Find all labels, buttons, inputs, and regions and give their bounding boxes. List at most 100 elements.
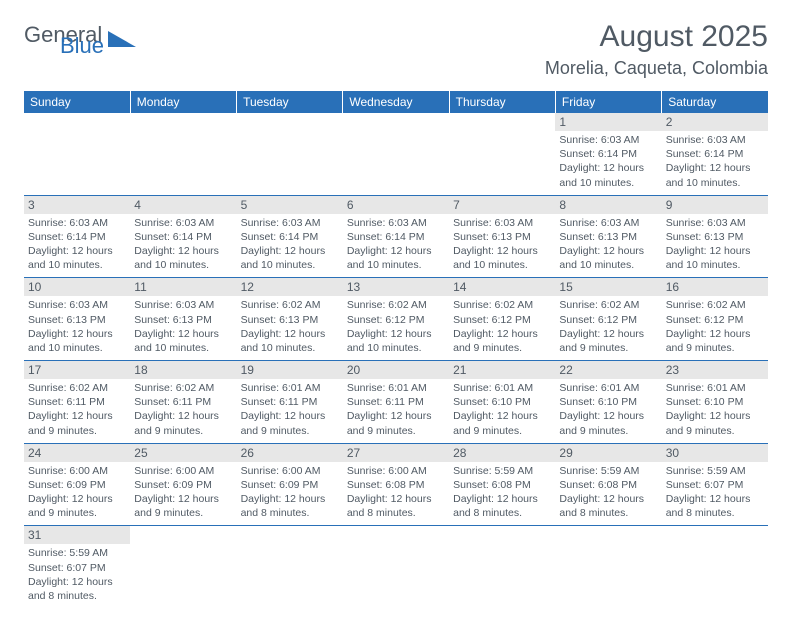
day-detail: Sunrise: 5:59 AMSunset: 6:08 PMDaylight:… (453, 464, 551, 521)
title-block: August 2025 Morelia, Caqueta, Colombia (545, 20, 768, 79)
calendar-cell: 29Sunrise: 5:59 AMSunset: 6:08 PMDayligh… (555, 443, 661, 526)
day-number: 15 (555, 278, 661, 296)
calendar-cell (449, 526, 555, 608)
day-number: 24 (24, 444, 130, 462)
calendar-cell: 27 Sunrise: 6:00 AMSunset: 6:08 PMDayligh… (343, 443, 449, 526)
day-detail: Sunrise: 6:01 AMSunset: 6:11 PMDaylight:… (347, 381, 445, 438)
day-detail: Sunrise: 6:03 AMSunset: 6:14 PMDaylight:… (134, 216, 232, 273)
calendar-cell: 16 Sunrise: 6:02 AMSunset: 6:12 PMDayligh… (662, 278, 768, 361)
calendar-row: 3Sunrise: 6:03 AMSunset: 6:14 PMDaylight… (24, 195, 768, 278)
day-detail: Sunrise: 6:01 AMSunset: 6:11 PMDaylight:… (241, 381, 339, 438)
calendar-cell: 17 Sunrise: 6:02 AMSunset: 6:11 PMDayligh… (24, 361, 130, 444)
day-number: 11 (130, 278, 236, 296)
calendar-cell: 10Sunrise: 6:03 AMSunset: 6:13 PMDayligh… (24, 278, 130, 361)
calendar-cell: 6 Sunrise: 6:03 AMSunset: 6:14 PMDaylight… (343, 195, 449, 278)
day-detail: Sunrise: 6:00 AMSunset: 6:08 PMDaylight:… (347, 464, 445, 521)
day-detail: Sunrise: 5:59 AMSunset: 6:07 PMDaylight:… (28, 546, 126, 603)
day-number: 10 (24, 278, 130, 296)
day-number: 3 (24, 196, 130, 214)
calendar-cell: 9 Sunrise: 6:03 AMSunset: 6:13 PMDaylight… (662, 195, 768, 278)
calendar-cell (130, 113, 236, 195)
calendar-row: 10Sunrise: 6:03 AMSunset: 6:13 PMDayligh… (24, 278, 768, 361)
calendar-cell: 8Sunrise: 6:03 AMSunset: 6:13 PMDaylight… (555, 195, 661, 278)
day-detail: Sunrise: 6:00 AMSunset: 6:09 PMDaylight:… (28, 464, 126, 521)
calendar-cell (237, 526, 343, 608)
calendar-cell: 15 Sunrise: 6:02 AMSunset: 6:12 PMDayligh… (555, 278, 661, 361)
day-detail: Sunrise: 6:00 AMSunset: 6:09 PMDaylight:… (241, 464, 339, 521)
day-number: 12 (237, 278, 343, 296)
day-detail: Sunrise: 6:03 AMSunset: 6:13 PMDaylight:… (134, 298, 232, 355)
day-number: 14 (449, 278, 555, 296)
calendar-cell: 23 Sunrise: 6:01 AMSunset: 6:10 PMDayligh… (662, 361, 768, 444)
day-detail: Sunrise: 6:00 AMSunset: 6:09 PMDaylight:… (134, 464, 232, 521)
calendar-cell: 31Sunrise: 5:59 AMSunset: 6:07 PMDayligh… (24, 526, 130, 608)
calendar-cell: 2Sunrise: 6:03 AMSunset: 6:14 PMDaylight… (662, 113, 768, 195)
day-number: 20 (343, 361, 449, 379)
day-detail: Sunrise: 6:02 AMSunset: 6:13 PMDaylight:… (241, 298, 339, 355)
calendar-cell (662, 526, 768, 608)
day-number: 30 (662, 444, 768, 462)
day-number: 18 (130, 361, 236, 379)
day-number: 1 (555, 113, 661, 131)
calendar-cell: 26 Sunrise: 6:00 AMSunset: 6:09 PMDayligh… (237, 443, 343, 526)
calendar-cell: 19 Sunrise: 6:01 AMSunset: 6:11 PMDayligh… (237, 361, 343, 444)
day-number: 27 (343, 444, 449, 462)
calendar-cell: 3Sunrise: 6:03 AMSunset: 6:14 PMDaylight… (24, 195, 130, 278)
calendar-table: SundayMondayTuesdayWednesdayThursdayFrid… (24, 91, 768, 608)
calendar-cell: 22 Sunrise: 6:01 AMSunset: 6:10 PMDayligh… (555, 361, 661, 444)
day-detail: Sunrise: 6:02 AMSunset: 6:12 PMDaylight:… (559, 298, 657, 355)
day-number: 16 (662, 278, 768, 296)
weekday-header: Wednesday (343, 91, 449, 113)
calendar-cell: 13Sunrise: 6:02 AMSunset: 6:12 PMDayligh… (343, 278, 449, 361)
day-detail: Sunrise: 6:01 AMSunset: 6:10 PMDaylight:… (666, 381, 764, 438)
calendar-cell: 1Sunrise: 6:03 AMSunset: 6:14 PMDaylight… (555, 113, 661, 195)
calendar-cell: 4 Sunrise: 6:03 AMSunset: 6:14 PMDaylight… (130, 195, 236, 278)
calendar-row: 17 Sunrise: 6:02 AMSunset: 6:11 PMDayligh… (24, 361, 768, 444)
location: Morelia, Caqueta, Colombia (545, 58, 768, 79)
calendar-cell: 28Sunrise: 5:59 AMSunset: 6:08 PMDayligh… (449, 443, 555, 526)
day-number: 29 (555, 444, 661, 462)
weekday-header: Sunday (24, 91, 130, 113)
calendar-cell (237, 113, 343, 195)
calendar-page: General Blue August 2025 Morelia, Caquet… (0, 0, 792, 628)
calendar-row: 24Sunrise: 6:00 AMSunset: 6:09 PMDayligh… (24, 443, 768, 526)
calendar-cell: 18Sunrise: 6:02 AMSunset: 6:11 PMDayligh… (130, 361, 236, 444)
day-number: 25 (130, 444, 236, 462)
calendar-body: 1 Sunrise: 6:03 AMSunset: 6:14 PMDaylight… (24, 113, 768, 608)
calendar-cell: 5Sunrise: 6:03 AMSunset: 6:14 PMDaylight… (237, 195, 343, 278)
calendar-cell: 25 Sunrise: 6:00 AMSunset: 6:09 PMDayligh… (130, 443, 236, 526)
day-number: 23 (662, 361, 768, 379)
day-number: 9 (662, 196, 768, 214)
day-number: 2 (662, 113, 768, 131)
day-number: 4 (130, 196, 236, 214)
calendar-cell: 21Sunrise: 6:01 AMSunset: 6:10 PMDayligh… (449, 361, 555, 444)
month-title: August 2025 (545, 20, 768, 54)
calendar-cell: 12 Sunrise: 6:02 AMSunset: 6:13 PMDayligh… (237, 278, 343, 361)
day-detail: Sunrise: 6:02 AMSunset: 6:11 PMDaylight:… (28, 381, 126, 438)
day-number: 17 (24, 361, 130, 379)
weekday-header: Thursday (449, 91, 555, 113)
weekday-header: Monday (130, 91, 236, 113)
logo: General Blue (24, 26, 138, 55)
calendar-cell (449, 113, 555, 195)
day-number: 22 (555, 361, 661, 379)
weekday-header: Saturday (662, 91, 768, 113)
calendar-cell: 14 Sunrise: 6:02 AMSunset: 6:12 PMDayligh… (449, 278, 555, 361)
day-detail: Sunrise: 6:03 AMSunset: 6:14 PMDaylight:… (347, 216, 445, 273)
day-detail: Sunrise: 6:02 AMSunset: 6:12 PMDaylight:… (666, 298, 764, 355)
day-detail: Sunrise: 5:59 AMSunset: 6:07 PMDaylight:… (666, 464, 764, 521)
day-detail: Sunrise: 6:02 AMSunset: 6:12 PMDaylight:… (453, 298, 551, 355)
flag-icon (108, 29, 138, 54)
day-number: 26 (237, 444, 343, 462)
calendar-cell: 20 Sunrise: 6:01 AMSunset: 6:11 PMDayligh… (343, 361, 449, 444)
day-detail: Sunrise: 6:03 AMSunset: 6:13 PMDaylight:… (666, 216, 764, 273)
calendar-cell (343, 526, 449, 608)
calendar-row: 31Sunrise: 5:59 AMSunset: 6:07 PMDayligh… (24, 526, 768, 608)
calendar-cell (130, 526, 236, 608)
weekday-header: Friday (555, 91, 661, 113)
day-number: 6 (343, 196, 449, 214)
day-number: 19 (237, 361, 343, 379)
day-detail: Sunrise: 6:01 AMSunset: 6:10 PMDaylight:… (559, 381, 657, 438)
weekday-header-row: SundayMondayTuesdayWednesdayThursdayFrid… (24, 91, 768, 113)
calendar-cell (343, 113, 449, 195)
